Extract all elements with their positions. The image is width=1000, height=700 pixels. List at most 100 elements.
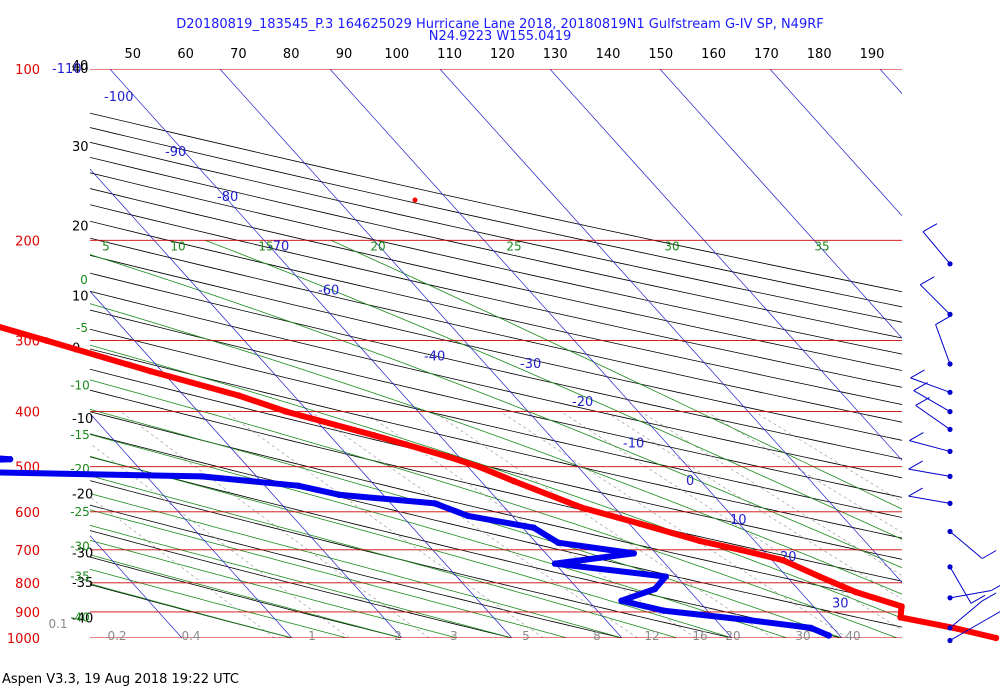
isotherm-label: -80	[217, 190, 238, 205]
dry-adiabat	[90, 480, 733, 638]
dry-adiabat	[90, 290, 902, 479]
isotherm	[659, 69, 902, 339]
isotherm	[90, 168, 513, 638]
fahrenheit-tick-label: 150	[648, 47, 673, 62]
isotherm	[219, 69, 733, 638]
isotherm-label: 10	[730, 513, 747, 528]
celsius-tick-label: -10	[72, 412, 93, 427]
wind-barb	[910, 369, 953, 395]
dewpoint-point	[431, 500, 439, 507]
isotherm-label: -110	[52, 62, 82, 77]
wind-barb-flag	[991, 585, 1000, 591]
dry-adiabat	[90, 309, 902, 498]
wind-barb	[908, 487, 953, 506]
pressure-tick-label: 700	[15, 544, 40, 559]
wind-barb	[922, 223, 953, 267]
wind-barb-station	[947, 426, 953, 432]
celsius-tick-label: 40	[72, 62, 89, 77]
wind-barb-shaft	[908, 468, 951, 477]
wind-barb-flag	[935, 316, 950, 326]
wind-barb-shaft	[909, 440, 951, 452]
wind-barb-station	[947, 409, 953, 415]
isotherm-label: -100	[104, 90, 134, 105]
dewpoint-point	[198, 473, 205, 480]
moist-adiabat	[90, 583, 293, 638]
mixing-ratio-label: 0.4	[181, 629, 200, 643]
wind-barb-station	[947, 595, 953, 601]
adiabat-label: 0	[80, 273, 88, 287]
dry-adiabat	[90, 389, 902, 582]
moist-adiabat	[90, 524, 513, 638]
dry-adiabat	[90, 237, 902, 423]
wind-barb-flag	[909, 432, 924, 442]
temperature-point	[370, 431, 377, 439]
dewpoint-point	[662, 573, 669, 580]
dry-adiabat	[90, 172, 902, 355]
temperature-outlier-point	[412, 197, 418, 203]
isotherm	[549, 69, 902, 461]
adiabat-label: -40	[70, 610, 90, 624]
isotherm-label: -60	[318, 283, 339, 298]
temperature-point	[816, 573, 823, 580]
software-footer: Aspen V3.3, 19 Aug 2018 19:22 UTC	[2, 672, 239, 687]
fahrenheit-tick-label: 40	[72, 59, 89, 74]
celsius-tick-label: -35	[72, 576, 93, 591]
fahrenheit-tick-label: 140	[596, 47, 621, 62]
wind-barb	[947, 564, 986, 604]
wind-barb-shaft	[949, 590, 992, 599]
fahrenheit-tick-label: 120	[490, 47, 515, 62]
dewpoint-point	[335, 491, 343, 498]
pressure-tick-label: 400	[15, 406, 40, 421]
wind-barb-station	[947, 637, 953, 644]
moist-adiabat	[90, 554, 403, 638]
wind-barb-flag	[913, 382, 928, 392]
isotherm-label: -20	[572, 395, 593, 410]
wind-barb	[919, 276, 953, 317]
wind-barb-shaft	[949, 600, 983, 629]
wind-barb	[947, 528, 997, 559]
wind-barb-shaft	[949, 619, 987, 641]
dry-adiabat	[90, 368, 902, 560]
dry-adiabat	[90, 348, 902, 539]
wind-barb-shaft	[949, 531, 983, 559]
wind-barb-shaft	[949, 566, 972, 604]
pressure-tick-label: 800	[15, 577, 40, 592]
wind-barb-shaft	[919, 284, 951, 315]
dry-adiabat	[90, 530, 513, 638]
fahrenheit-tick-label: 80	[283, 47, 300, 62]
wind-barbs	[908, 223, 1000, 644]
mixing-ratio-label: 40	[845, 629, 860, 643]
dewpoint-point	[825, 632, 832, 639]
wind-barb-flag	[910, 369, 925, 379]
wind-barb-shaft	[908, 495, 951, 504]
temperature-point	[852, 588, 859, 596]
dewpoint-point	[630, 550, 637, 557]
dewpoint-point	[660, 607, 667, 614]
isotherm-label: -30	[520, 357, 541, 372]
moist-adiabat	[330, 239, 902, 510]
isotherm-label: 0	[686, 474, 694, 489]
wind-barb	[913, 382, 953, 415]
wind-barb-station	[947, 625, 953, 631]
celsius-tick-label: 10	[72, 289, 89, 304]
celsius-tick-label: -20	[72, 488, 93, 503]
profile-layer	[0, 197, 1000, 642]
wind-barb-station	[947, 528, 953, 535]
dry-adiabat	[90, 188, 902, 371]
adiabat-label: 15	[258, 239, 273, 253]
wind-barb-shaft	[935, 324, 951, 365]
adiabat-label: 10	[170, 239, 185, 253]
adiabat-label: -5	[76, 321, 88, 335]
isotherm	[90, 413, 293, 638]
pressure-tick-label: 1000	[7, 632, 40, 647]
celsius-tick-label: 30	[72, 140, 89, 155]
wind-barb	[908, 460, 953, 479]
wind-barb-flag	[920, 276, 935, 286]
moist-adiabat	[90, 568, 348, 638]
mixing-ratio-label: 3	[450, 629, 458, 643]
fahrenheit-tick-label: 90	[336, 47, 353, 62]
adiabat-label: 20	[370, 239, 385, 253]
dry-adiabat	[90, 272, 902, 460]
fahrenheit-tick-label: 180	[807, 47, 832, 62]
